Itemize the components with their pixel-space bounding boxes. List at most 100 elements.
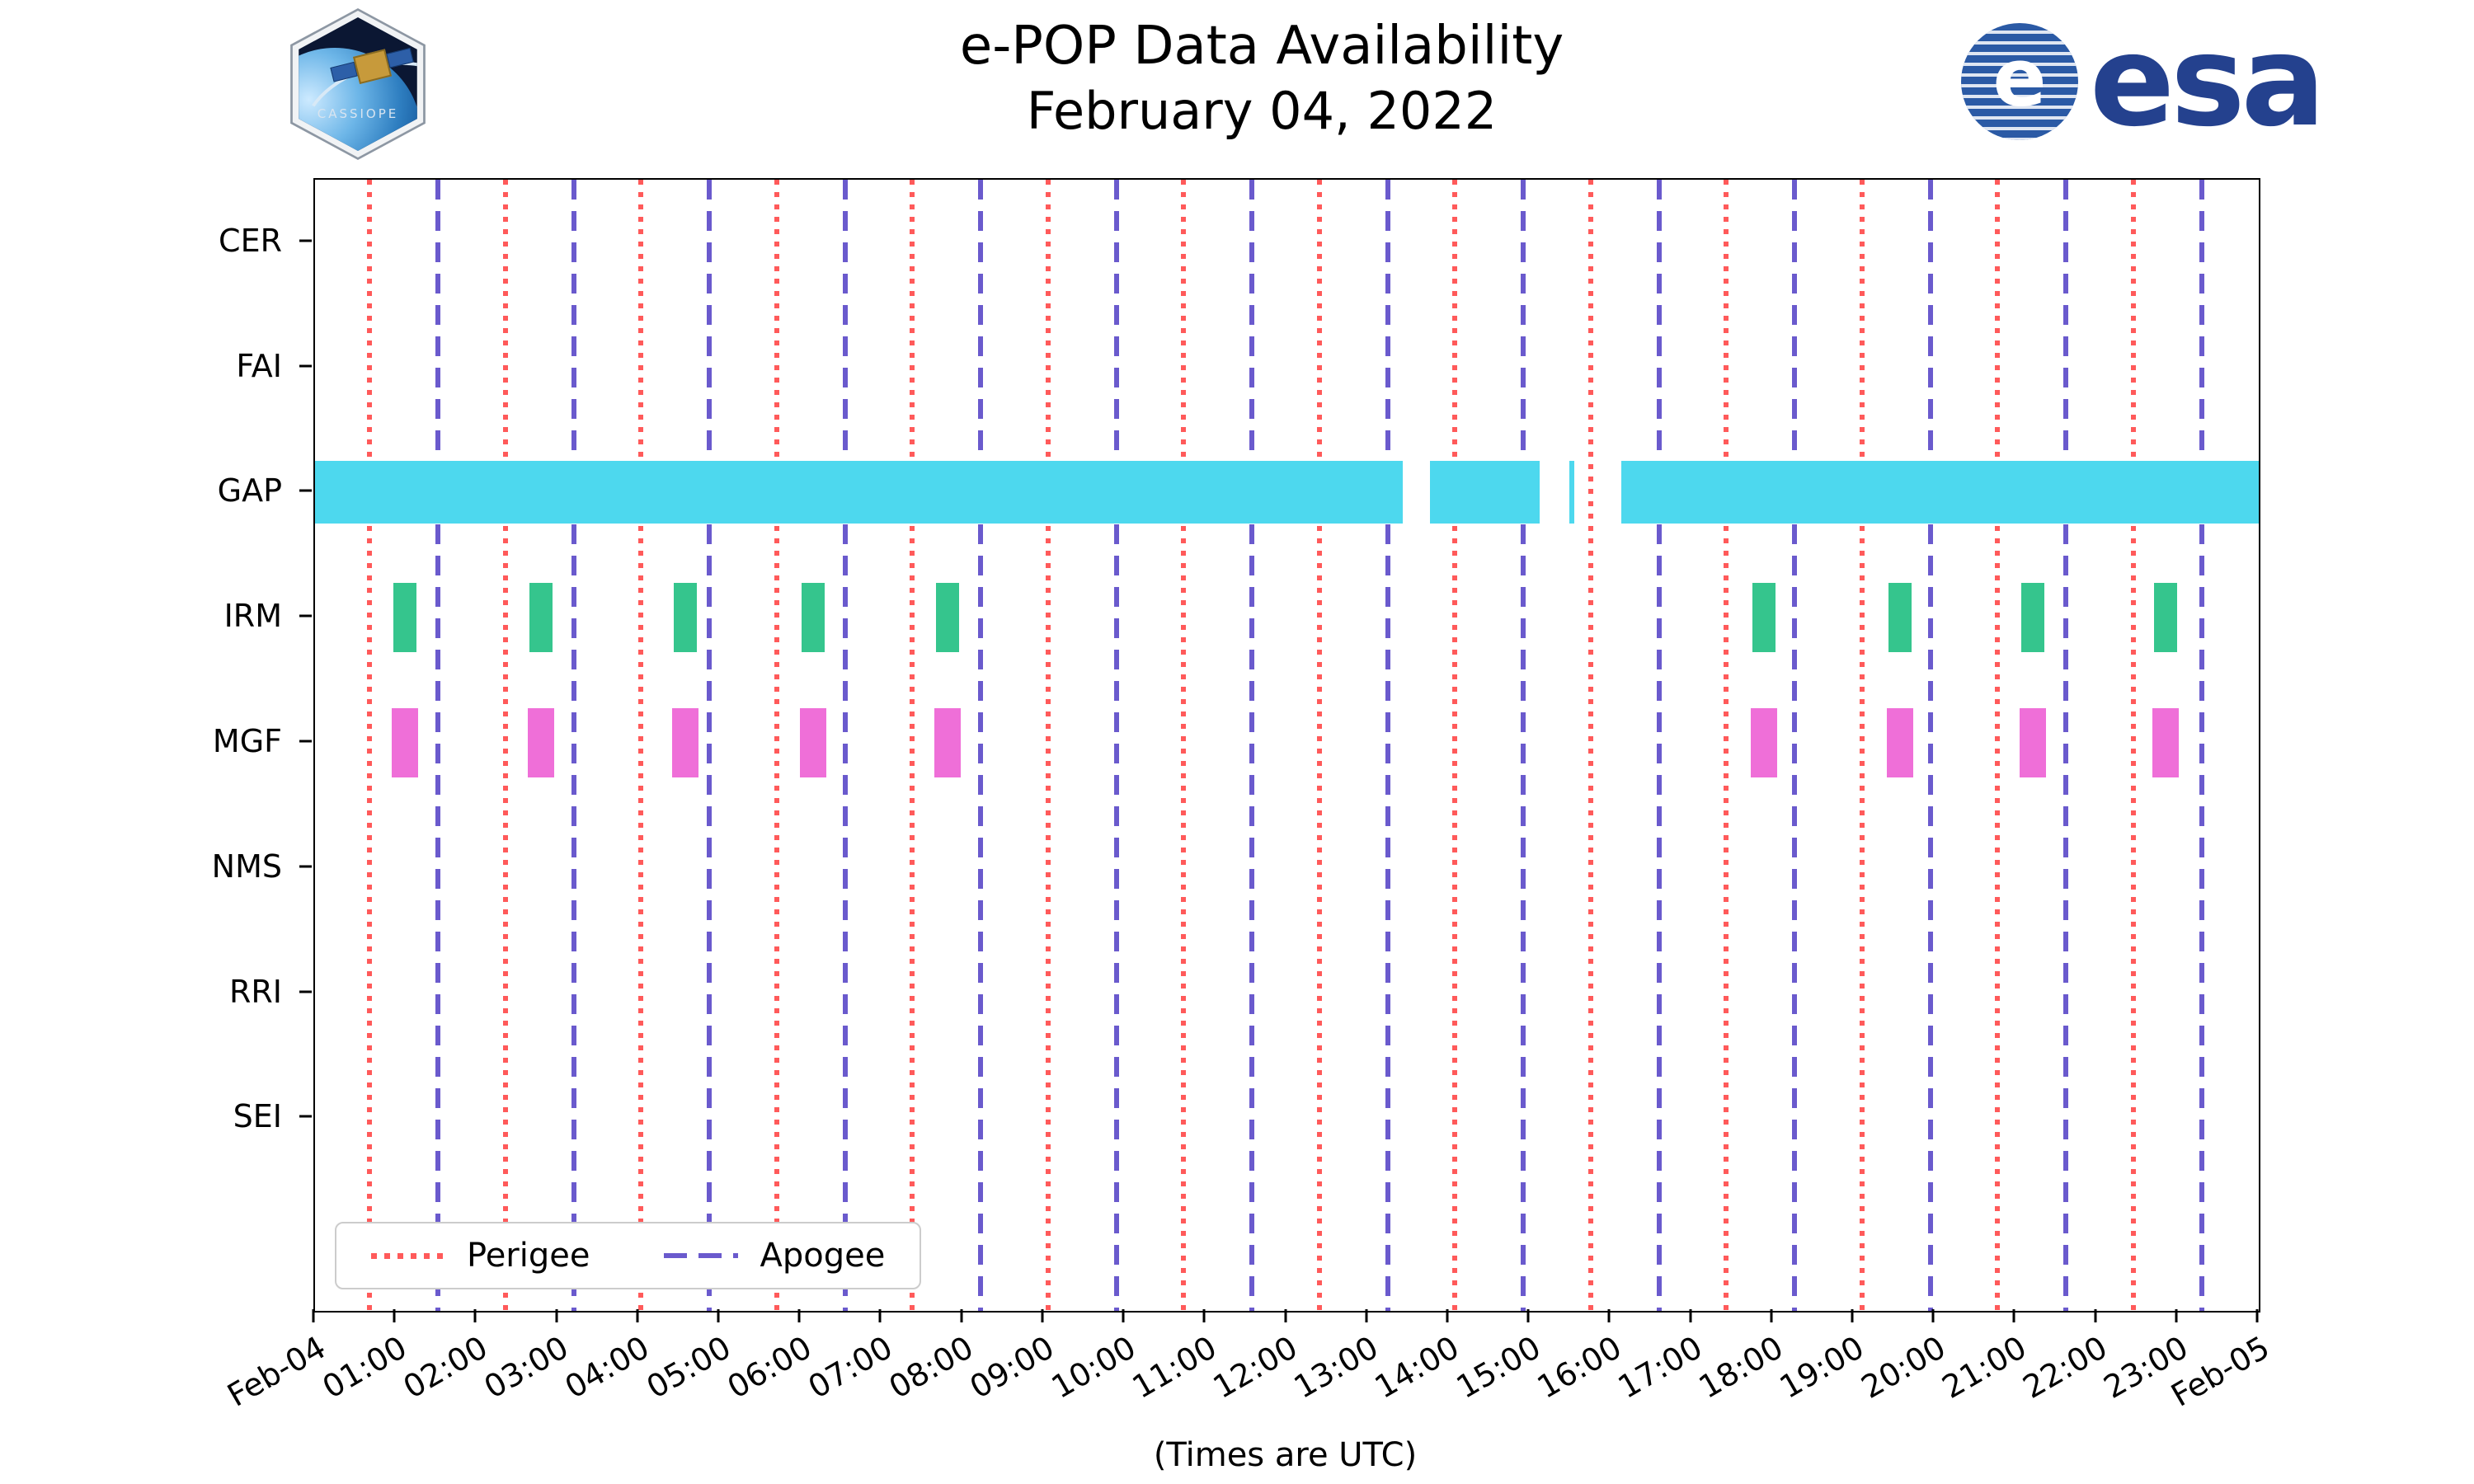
x-axis-title: (Times are UTC) (1153, 1436, 1418, 1474)
x-tick-label: 13:00 (1287, 1329, 1385, 1406)
irm-availability-bar (802, 583, 825, 652)
x-tick (1284, 1309, 1286, 1322)
mgf-availability-bar (2020, 708, 2046, 777)
apogee-line (2199, 180, 2205, 1311)
apogee-line (1385, 180, 1391, 1311)
x-tick-label: 19:00 (1774, 1329, 1870, 1406)
x-tick-label: 10:00 (1045, 1329, 1142, 1406)
apogee-line (1521, 180, 1526, 1311)
gap-availability-bar (315, 461, 1403, 524)
perigee-line (2130, 180, 2136, 1311)
perigee-line-sample-icon (371, 1252, 445, 1259)
irm-availability-bar (529, 583, 553, 652)
y-axis-labels: CER FAI GAP IRM MGF NMS RRI SEI (0, 178, 312, 1309)
perigee-line (1180, 180, 1186, 1311)
chart-title: e-POP Data Availability February 04, 202… (0, 13, 2474, 143)
apogee-line (1657, 180, 1663, 1311)
esa-emblem-letter: e (1992, 31, 2047, 124)
perigee-line (1723, 180, 1729, 1311)
x-tick (2094, 1309, 2097, 1322)
esa-logo-text: esa (2090, 8, 2326, 154)
perigee-line (1451, 180, 1457, 1311)
x-tick-label: 17:00 (1611, 1329, 1709, 1406)
x-tick (1122, 1309, 1125, 1322)
x-tick (797, 1309, 801, 1322)
gap-availability-bar (1430, 461, 1540, 524)
gap-availability-bar (1569, 461, 1575, 524)
x-tick-label: 20:00 (1855, 1329, 1952, 1406)
irm-availability-bar (674, 583, 697, 652)
mgf-availability-bar (800, 708, 826, 777)
x-tick-label: 08:00 (882, 1329, 980, 1406)
x-tick-label: 04:00 (558, 1329, 656, 1406)
x-tick-label: 18:00 (1692, 1329, 1790, 1406)
cassiope-mission-patch: CASSIOPE (285, 8, 431, 160)
irm-availability-bar (2154, 583, 2177, 652)
x-tick (1689, 1309, 1692, 1322)
gap-availability-bar (1621, 461, 2259, 524)
y-tick (299, 239, 312, 242)
legend-label-apogee: Apogee (760, 1237, 886, 1275)
legend-label-perigee: Perigee (467, 1237, 590, 1275)
apogee-line (978, 180, 984, 1311)
y-tick (299, 990, 312, 993)
x-tick-label: 15:00 (1450, 1329, 1547, 1406)
x-tick (1931, 1309, 1935, 1322)
irm-availability-bar (393, 583, 416, 652)
apogee-line (1792, 180, 1798, 1311)
x-tick (1446, 1309, 1449, 1322)
perigee-line (1045, 180, 1051, 1311)
x-tick-label: 03:00 (477, 1329, 575, 1406)
y-axis-label-irm: IRM (223, 598, 282, 635)
x-tick-label: 02:00 (397, 1329, 494, 1406)
x-tick (1851, 1309, 1854, 1322)
y-tick (299, 364, 312, 368)
x-tick-label: 01:00 (316, 1329, 413, 1406)
esa-logo: e esa (1961, 8, 2326, 154)
x-tick (2255, 1309, 2259, 1322)
x-tick (2175, 1309, 2178, 1322)
plot-area: Perigee Apogee (313, 178, 2260, 1313)
y-axis-label-cer: CER (219, 222, 282, 259)
y-axis-label-nms: NMS (211, 848, 282, 885)
irm-availability-bar (936, 583, 959, 652)
apogee-line (843, 180, 849, 1311)
esa-emblem-icon: e (1961, 23, 2078, 140)
x-tick-label: 05:00 (640, 1329, 737, 1406)
apogee-line (707, 180, 713, 1311)
mgf-availability-bar (2152, 708, 2179, 777)
x-tick (1365, 1309, 1368, 1322)
mgf-availability-bar (934, 708, 961, 777)
perigee-line (1994, 180, 2000, 1311)
y-axis-label-gap: GAP (217, 472, 282, 510)
x-tick (1041, 1309, 1044, 1322)
perigee-line (909, 180, 915, 1311)
mgf-availability-bar (392, 708, 418, 777)
x-tick (555, 1309, 558, 1322)
y-axis-label-rri: RRI (228, 973, 282, 1010)
y-tick (299, 614, 312, 618)
x-tick (393, 1309, 396, 1322)
mgf-availability-bar (672, 708, 698, 777)
apogee-line (2063, 180, 2069, 1311)
x-tick (1202, 1309, 1206, 1322)
perigee-line (1587, 180, 1593, 1311)
x-tick (1526, 1309, 1530, 1322)
apogee-line (1928, 180, 1934, 1311)
x-tick (636, 1309, 639, 1322)
x-tick-label: Feb-04 (220, 1329, 332, 1414)
x-tick (312, 1309, 315, 1322)
x-tick-label: 16:00 (1531, 1329, 1628, 1406)
chart-title-line2: February 04, 2022 (1026, 81, 1498, 141)
x-tick-label: 14:00 (1369, 1329, 1465, 1406)
perigee-line (366, 180, 372, 1311)
legend-entry-perigee: Perigee (371, 1237, 590, 1275)
x-tick-label: 11:00 (1126, 1329, 1223, 1406)
x-tick-label: 12:00 (1206, 1329, 1304, 1406)
y-tick (299, 489, 312, 492)
apogee-line (1249, 180, 1255, 1311)
x-tick (960, 1309, 963, 1322)
x-axis: Feb-04 01:00 02:00 03:00 04:00 05:00 06:00 07:0… (221, 1309, 2275, 1449)
perigee-line (1316, 180, 1322, 1311)
